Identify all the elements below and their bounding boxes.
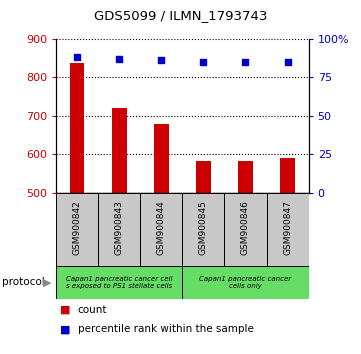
Bar <box>70 63 84 193</box>
FancyBboxPatch shape <box>56 266 182 299</box>
Text: Capan1 pancreatic cancer cell
s exposed to PS1 stellate cells: Capan1 pancreatic cancer cell s exposed … <box>66 276 173 289</box>
Text: ■: ■ <box>60 305 70 315</box>
Text: GSM900847: GSM900847 <box>283 200 292 255</box>
FancyBboxPatch shape <box>98 193 140 266</box>
Text: Capan1 pancreatic cancer
cells only: Capan1 pancreatic cancer cells only <box>199 276 292 289</box>
FancyBboxPatch shape <box>225 193 266 266</box>
Point <box>243 59 248 65</box>
Bar <box>238 161 253 193</box>
Point <box>285 59 291 65</box>
Point <box>116 56 122 62</box>
Text: GSM900845: GSM900845 <box>199 200 208 255</box>
FancyBboxPatch shape <box>140 193 182 266</box>
Point <box>74 55 80 60</box>
FancyBboxPatch shape <box>266 193 309 266</box>
Text: GDS5099 / ILMN_1793743: GDS5099 / ILMN_1793743 <box>94 9 267 22</box>
Point <box>200 59 206 65</box>
Bar <box>196 161 211 193</box>
Bar <box>112 108 126 193</box>
Text: GSM900843: GSM900843 <box>115 200 123 255</box>
FancyBboxPatch shape <box>182 193 225 266</box>
Text: GSM900846: GSM900846 <box>241 200 250 255</box>
Text: GSM900842: GSM900842 <box>73 200 82 255</box>
Text: count: count <box>78 305 107 315</box>
Text: ■: ■ <box>60 324 70 334</box>
Text: protocol: protocol <box>2 277 44 287</box>
Text: percentile rank within the sample: percentile rank within the sample <box>78 324 253 334</box>
Point <box>158 58 164 63</box>
Text: ▶: ▶ <box>43 277 51 287</box>
Bar <box>154 124 169 193</box>
Text: GSM900844: GSM900844 <box>157 200 166 255</box>
FancyBboxPatch shape <box>182 266 309 299</box>
Bar <box>280 158 295 193</box>
FancyBboxPatch shape <box>56 193 98 266</box>
